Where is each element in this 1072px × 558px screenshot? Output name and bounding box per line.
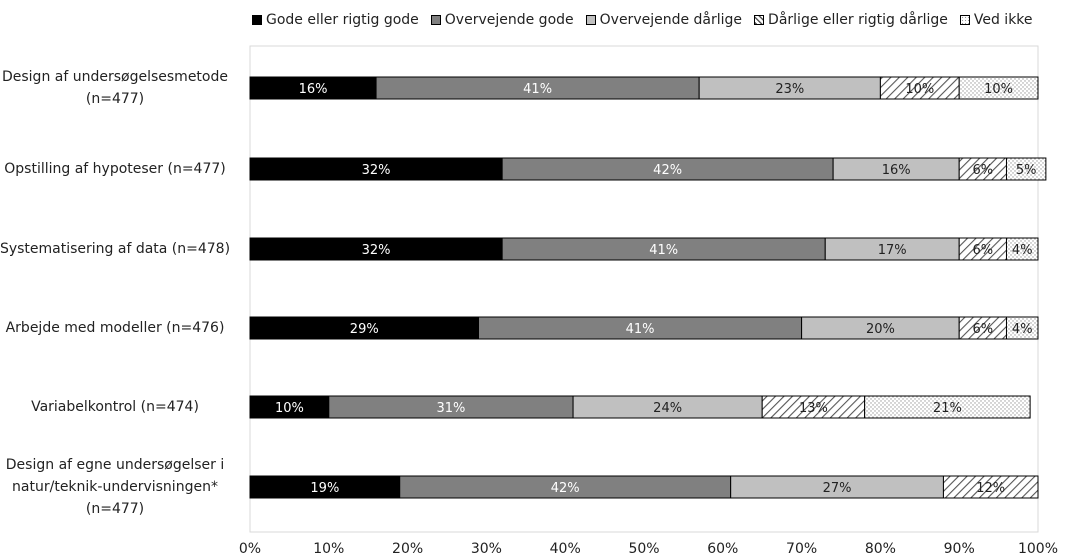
category-label-line: Arbejde med modeller (n=476) [5, 320, 225, 336]
bar-segment [958, 76, 1039, 100]
legend-label: Dårlige eller rigtig dårlige [768, 12, 948, 28]
legend-swatch [252, 15, 262, 25]
data-label: 6% [973, 163, 994, 178]
legend-label: Overvejende dårlige [599, 12, 743, 28]
data-label: 10% [905, 82, 934, 97]
category-label: Opstilling af hypoteser (n=477) [0, 158, 240, 180]
bar-segment [864, 395, 1031, 419]
data-label: 42% [653, 163, 682, 178]
legend-swatch [430, 15, 441, 25]
data-label: 17% [878, 243, 907, 258]
legend-swatch [585, 15, 596, 25]
data-label: 16% [882, 163, 911, 178]
data-label: 4% [1012, 322, 1033, 337]
x-tick-label: 30% [470, 541, 502, 557]
data-label: 12% [976, 481, 1005, 496]
x-tick-label: 100% [1017, 541, 1059, 557]
category-label: Variabelkontrol (n=474) [0, 396, 240, 418]
legend-label: Ved ikke [973, 12, 1033, 28]
bar-segment [942, 475, 1039, 499]
data-label: 27% [823, 481, 852, 496]
legend-item: Dårlige eller rigtig dårlige [754, 12, 948, 28]
bar-row: 16% 41% 23% 10% 10% [249, 76, 1039, 100]
x-tick-label: 40% [549, 541, 581, 557]
data-label: 41% [649, 243, 678, 258]
category-label: Design af undersøgelsesmetode (n=477) [0, 66, 240, 110]
data-label: 32% [362, 163, 391, 178]
data-label: 31% [436, 401, 465, 416]
legend-swatch [754, 15, 765, 25]
bar-segment [1005, 316, 1039, 340]
x-tick-label: 80% [864, 541, 896, 557]
data-label: 41% [523, 82, 552, 97]
x-tick-label: 90% [943, 541, 975, 557]
x-tick-label: 10% [313, 541, 345, 557]
legend: Gode eller rigtig gode Overvejende gode Ov… [252, 12, 1033, 28]
data-label: 20% [866, 322, 895, 337]
category-label-line: Design af undersøgelsesmetode [1, 69, 228, 85]
category-label-line: Design af egne undersøgelser i [5, 457, 225, 473]
data-label: 29% [350, 322, 379, 337]
data-label: 41% [626, 322, 655, 337]
x-tick-label: 0% [238, 541, 262, 557]
plot-frame [249, 45, 1039, 533]
data-label: 19% [310, 481, 339, 496]
bar-segment [1005, 157, 1047, 181]
data-label: 32% [362, 243, 391, 258]
category-label-line: Systematisering af data (n=478) [0, 241, 231, 257]
data-label: 13% [799, 401, 828, 416]
data-label: 6% [973, 243, 994, 258]
legend-item: Gode eller rigtig gode [252, 12, 419, 28]
category-label-line: natur/teknik-undervisningen* [12, 479, 218, 495]
x-tick-label: 60% [707, 541, 739, 557]
legend-label: Gode eller rigtig gode [266, 12, 419, 28]
bar-segment [1005, 237, 1039, 261]
x-tick-label: 50% [628, 541, 660, 557]
x-tick-label: 20% [392, 541, 424, 557]
category-label: Arbejde med modeller (n=476) [0, 317, 240, 339]
legend-item: Overvejende dårlige [585, 12, 743, 28]
category-label: Design af egne undersøgelser i natur/tekn… [0, 454, 240, 520]
bar-row: 19% 42% 27% 12% [249, 475, 1039, 499]
category-label-line: Variabelkontrol (n=474) [31, 399, 199, 415]
category-label: Systematisering af data (n=478) [0, 238, 240, 260]
data-label: 10% [275, 401, 304, 416]
category-label-line: Opstilling af hypoteser (n=477) [4, 161, 226, 177]
category-label-line: (n=477) [85, 91, 145, 107]
data-label: 24% [653, 401, 682, 416]
data-label: 4% [1012, 243, 1033, 258]
bar-row: 29% 41% 20% 6% 4% [249, 316, 1039, 340]
data-label: 16% [299, 82, 328, 97]
data-label: 42% [551, 481, 580, 496]
bar-row: 32% 41% 17% 6% 4% [249, 237, 1039, 261]
x-tick-label: 70% [786, 541, 818, 557]
data-label: 6% [973, 322, 994, 337]
bar-row: 32% 42% 16% 6% 5% [249, 157, 1047, 181]
bar-row: 10% 31% 24% 13% 21% [249, 395, 1031, 419]
legend-label: Overvejende gode [444, 12, 574, 28]
legend-swatch [959, 15, 970, 25]
data-label: 10% [984, 82, 1013, 97]
legend-item: Ved ikke [959, 12, 1033, 28]
category-label-line: (n=477) [85, 501, 145, 517]
legend-item: Overvejende gode [430, 12, 574, 28]
data-label: 23% [775, 82, 804, 97]
data-label: 5% [1016, 163, 1037, 178]
data-label: 21% [933, 401, 962, 416]
